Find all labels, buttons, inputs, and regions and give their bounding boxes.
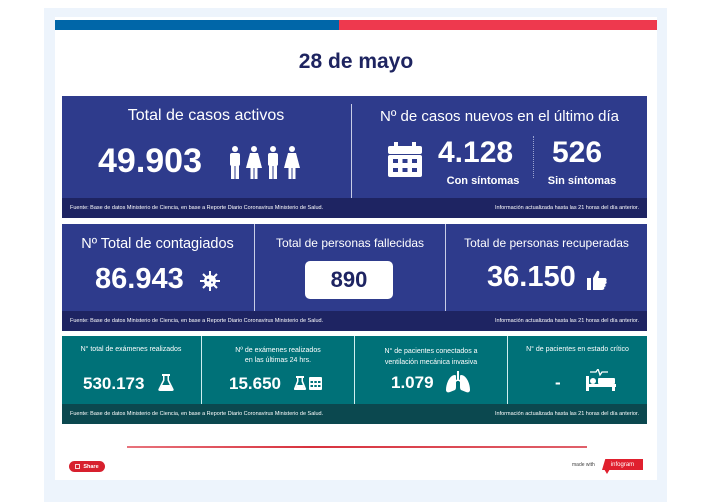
without-symptoms-value: 526 xyxy=(552,136,603,169)
exams-24h-value: 15.650 xyxy=(229,374,281,393)
divider xyxy=(254,224,255,311)
active-cases-label: Total de casos activos xyxy=(127,107,285,124)
calendar-icon xyxy=(388,142,422,177)
panel-exams-and-patients: N° total de exámenes realizados 530.173 … xyxy=(62,336,647,424)
update-note: Información actualizada hasta las 21 hor… xyxy=(494,411,639,417)
red-divider-line xyxy=(127,446,587,448)
flag-color-bar xyxy=(55,20,657,30)
source-note: Fuente: Base de datos Ministerio de Cien… xyxy=(70,318,324,324)
with-symptoms-label: Con síntomas xyxy=(446,175,520,187)
recovered-value: 36.150 xyxy=(487,261,576,293)
panel-active-and-new-cases: Total de casos activos 49.903 Nº de caso… xyxy=(62,96,647,218)
divider xyxy=(354,336,355,404)
critical-label: N° de pacientes en estado crítico xyxy=(526,346,629,353)
source-note: Fuente: Base de datos Ministerio de Cien… xyxy=(70,411,324,417)
panel-totals: Nº Total de contagiados 86.943 Total de … xyxy=(62,224,647,331)
total-exams-value: 530.173 xyxy=(83,374,145,393)
date-title: 28 de mayo xyxy=(298,50,414,73)
panel-footer: Fuente: Base de datos Ministerio de Cien… xyxy=(62,404,647,424)
panel-footer: Fuente: Base de datos Ministerio de Cien… xyxy=(62,311,647,331)
new-cases-label: Nº de casos nuevos en el último día xyxy=(380,108,619,125)
total-infected-value: 86.943 xyxy=(95,263,184,295)
infogram-logo-tail xyxy=(604,469,610,474)
divider xyxy=(445,224,446,311)
total-infected-label: Nº Total de contagiados xyxy=(81,236,234,252)
divider xyxy=(201,336,202,404)
with-symptoms-value: 4.128 xyxy=(438,136,514,169)
blue-bar xyxy=(55,20,339,30)
critical-value: - xyxy=(555,373,561,392)
active-cases-value: 49.903 xyxy=(98,142,202,180)
update-note: Información actualizada hasta las 21 hor… xyxy=(494,318,639,324)
ventilation-label: N° de pacientes conectados a ventilación… xyxy=(384,348,478,366)
source-note: Fuente: Base de datos Ministerio de Cien… xyxy=(70,205,324,211)
red-bar xyxy=(339,20,657,30)
recovered-label: Total de personas recuperadas xyxy=(464,236,629,250)
flask-calendar-icon xyxy=(294,376,322,390)
people-icon xyxy=(230,146,300,179)
exams-24h-label: Nº de exámenes realizados en las últimas… xyxy=(235,347,321,364)
virus-icon xyxy=(200,271,220,291)
hospital-bed-icon xyxy=(586,369,616,391)
deaths-value: 890 xyxy=(305,261,393,299)
made-with-label: made with xyxy=(572,462,595,468)
share-icon xyxy=(75,464,81,469)
dotted-divider xyxy=(533,136,534,178)
lungs-icon xyxy=(446,371,470,393)
divider xyxy=(351,104,352,198)
thumbs-up-icon xyxy=(587,270,607,290)
total-exams-label: N° total de exámenes realizados xyxy=(80,346,182,353)
without-symptoms-label: Sin síntomas xyxy=(547,175,617,187)
deaths-label: Total de personas fallecidas xyxy=(275,236,425,250)
share-button[interactable]: Share xyxy=(69,461,105,472)
divider xyxy=(507,336,508,404)
update-note: Información actualizada hasta las 21 hor… xyxy=(494,205,639,211)
ventilation-value: 1.079 xyxy=(391,373,434,392)
infogram-logo-link[interactable]: infogram xyxy=(602,459,643,470)
flask-icon xyxy=(158,374,174,391)
panel-footer: Fuente: Base de datos Ministerio de Cien… xyxy=(62,198,647,218)
